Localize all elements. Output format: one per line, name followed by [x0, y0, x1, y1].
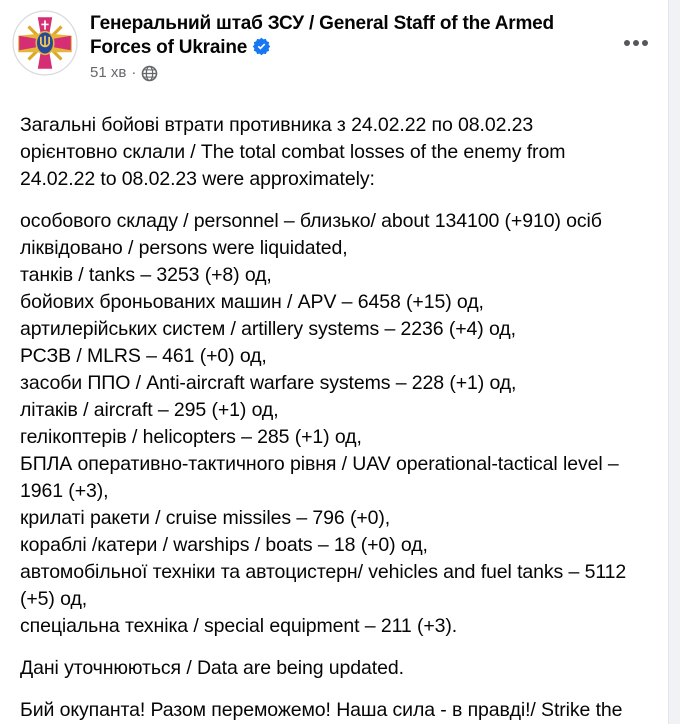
loss-line: особового складу / personnel – близько/ … — [20, 210, 602, 259]
losses-list: особового складу / personnel – близько/ … — [20, 208, 635, 640]
post-intro-paragraph: Загальні бойові втрати противника з 24.0… — [20, 114, 566, 190]
more-options-icon — [624, 40, 630, 46]
header-text-block: Генеральний штаб ЗСУ / General Staff of … — [90, 10, 620, 83]
loss-line: артилерійських систем / artillery system… — [20, 318, 516, 340]
verified-badge-icon — [252, 37, 271, 56]
loss-line: засоби ППО / Anti-aircraft warfare syste… — [20, 372, 517, 394]
timestamp[interactable]: 51 хв — [90, 64, 127, 81]
more-options-icon — [633, 40, 639, 46]
update-note-paragraph: Дані уточнюються / Data are being update… — [20, 657, 404, 679]
page-name-label: Генеральний штаб ЗСУ / General Staff of … — [90, 13, 554, 58]
loss-line: бойових броньованих машин / APV – 6458 (… — [20, 291, 484, 313]
loss-line: танків / tanks – 3253 (+8) од, — [20, 264, 272, 286]
loss-line: гелікоптерів / helicopters – 285 (+1) од… — [20, 426, 362, 448]
globe-public-icon — [141, 65, 158, 82]
scrollbar-track[interactable] — [668, 0, 680, 724]
loss-line: кораблі /катери / warships / boats – 18 … — [20, 534, 428, 556]
meta-separator: · — [131, 64, 137, 81]
loss-line: літаків / aircraft – 295 (+1) од, — [20, 399, 279, 421]
loss-line: автомобільної техніки та автоцистерн/ ve… — [20, 561, 627, 610]
page-name-link[interactable]: Генеральний штаб ЗСУ / General Staff of … — [90, 12, 595, 60]
general-staff-emblem-icon — [12, 10, 78, 80]
more-options-button[interactable] — [620, 34, 652, 52]
loss-line: крилаті ракети / cruise missiles – 796 (… — [20, 507, 391, 529]
slogan-paragraph: Бий окупанта! Разом переможемо! Наша сил… — [20, 699, 623, 721]
loss-line: БПЛА оперативно-тактичного рівня / UAV o… — [20, 453, 619, 502]
post-header: Генеральний штаб ЗСУ / General Staff of … — [0, 0, 668, 83]
loss-line: РСЗВ / MLRS – 461 (+0) од, — [20, 345, 267, 367]
post-meta-row: 51 хв · — [90, 63, 620, 83]
avatar[interactable] — [12, 10, 78, 76]
post-text: Загальні бойові втрати противника з 24.0… — [0, 112, 668, 724]
more-options-icon — [642, 40, 648, 46]
loss-line: спеціальна техніка / special equipment –… — [20, 615, 458, 637]
